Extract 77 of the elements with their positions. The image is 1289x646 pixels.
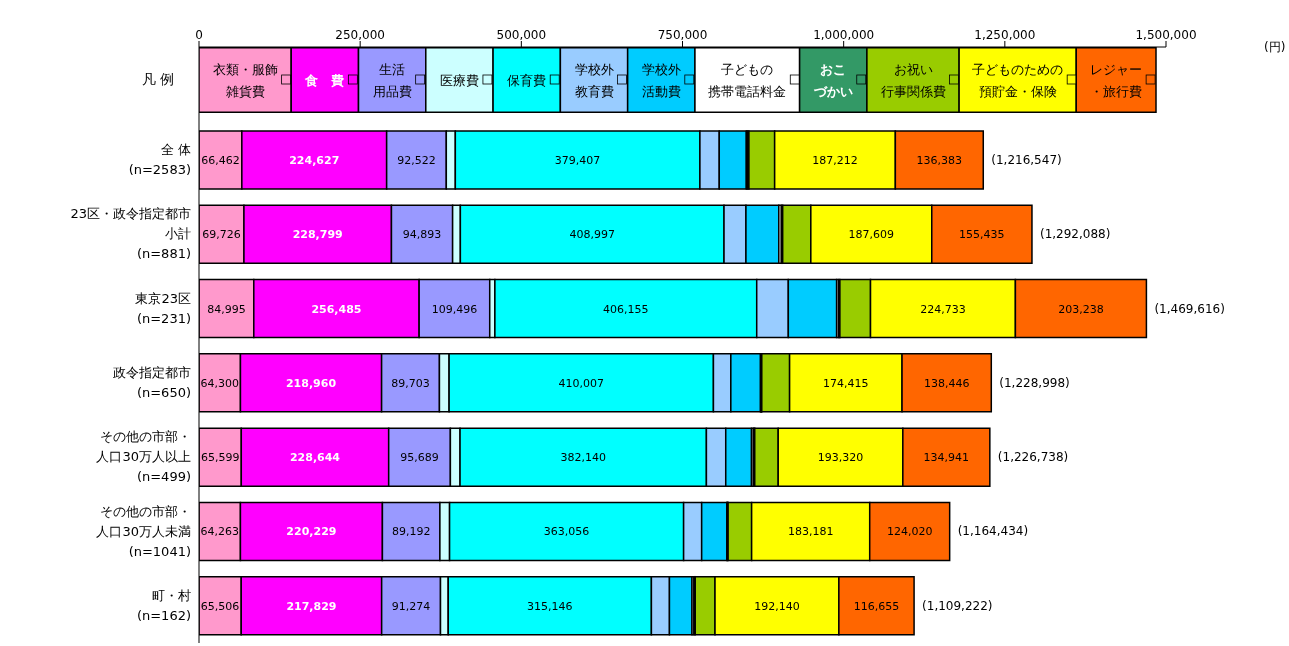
data-label: 203,238 (1058, 302, 1104, 316)
legend-label: 医療費 (439, 73, 479, 88)
data-label: 116,655 (853, 599, 900, 613)
y-tick-label: 町・村 (n=162) (136, 587, 191, 623)
data-label: 65,599 (200, 451, 240, 465)
data-label: 89,192 (391, 525, 431, 539)
data-label: 228,644 (289, 451, 341, 465)
data-label: 109,496 (431, 302, 478, 316)
y-tick-label: その他の市部・人口30万人以上 (n=499) (96, 429, 191, 485)
y-tick-label: 政令指定都市 (n=650) (113, 365, 191, 400)
data-label: 183,181 (787, 525, 834, 539)
x-tick-label: 250,000 (335, 28, 385, 42)
data-label: 363,056 (543, 525, 590, 539)
data-label: 192,140 (754, 599, 800, 613)
x-tick-label: 1,000,000 (813, 28, 875, 42)
legend-label: 食 費 (304, 73, 345, 88)
data-label: 134,941 (923, 451, 970, 465)
data-label: 64,300 (200, 376, 239, 390)
data-label: 124,020 (886, 525, 933, 539)
data-label: 382,140 (560, 451, 606, 465)
y-tick-label: 全 体 (n=2583) (128, 142, 191, 178)
data-label: 95,689 (400, 451, 439, 465)
data-label: 315,146 (527, 599, 573, 613)
data-label: 64,263 (200, 525, 239, 539)
data-label: 408,997 (569, 228, 615, 242)
y-tick-label: 東京23区 (n=231) (135, 290, 191, 326)
data-label: 136,383 (916, 154, 963, 167)
total-label: (1,164,434) (957, 524, 1029, 539)
data-label: 256,485 (311, 302, 362, 316)
legend-label: 衣類・服飾雑貨費 (212, 62, 278, 99)
data-label: 228,799 (292, 228, 343, 242)
data-label: 187,609 (848, 228, 895, 242)
data-label: 69,726 (202, 228, 241, 242)
data-label: 89,703 (391, 376, 430, 390)
total-label: (1,469,616) (1154, 301, 1225, 316)
total-label: (1,228,998) (999, 375, 1070, 390)
legend-label: 生活用品費 (372, 62, 412, 99)
total-label: (1,216,547) (991, 153, 1062, 167)
data-label: 218,960 (285, 376, 337, 390)
data-label: 138,446 (923, 376, 970, 390)
x-tick-label: 1,250,000 (974, 28, 1036, 42)
legend-label: 保育費 (507, 73, 547, 88)
data-label: 406,155 (603, 302, 649, 316)
data-label: 92,522 (397, 154, 436, 167)
data-label: 217,829 (286, 599, 337, 613)
text: (円) (1264, 39, 1286, 56)
data-label: 224,733 (920, 302, 966, 316)
data-label: 193,320 (817, 451, 864, 465)
data-label: 155,435 (959, 228, 1005, 242)
data-label: 91,274 (391, 599, 431, 613)
y-tick-label: その他の市部・人口30万人未満 (n=1041) (96, 503, 191, 559)
legend-label: 学校外活動費 (641, 62, 681, 99)
data-label: 187,212 (812, 154, 858, 167)
legend-label: レジャー・旅行費 (1090, 62, 1143, 99)
x-tick-label: 1,500,000 (1135, 28, 1197, 42)
data-label: 66,462 (201, 154, 240, 167)
data-label: 174,415 (823, 376, 869, 390)
total-label: (1,292,088) (1039, 227, 1111, 242)
legend-title: 凡 例 (140, 70, 174, 89)
data-label: 379,407 (554, 154, 601, 167)
legend-label: お祝い行事関係費 (880, 62, 946, 99)
legend-label: 学校外教育費 (574, 62, 614, 99)
x-tick-label: 0 (195, 28, 203, 42)
y-tick-label: 23区・政令指定都市小計 (n=881) (70, 206, 191, 262)
data-label: 84,995 (207, 302, 246, 316)
data-label: 65,506 (200, 599, 240, 613)
data-label: 224,627 (289, 154, 340, 167)
data-label: 220,229 (286, 525, 337, 539)
x-tick-label: 750,000 (657, 28, 708, 42)
legend-label: 子どものための預貯金・保険 (972, 62, 1064, 99)
total-label: (1,226,738) (997, 450, 1069, 465)
legend-label: おこづかい (812, 62, 853, 99)
legend-label: 子どもの携帯電話料金 (708, 62, 787, 99)
total-label: (1,109,222) (922, 598, 993, 613)
data-label: 410,007 (558, 376, 605, 390)
data-label: 94,893 (402, 228, 442, 242)
x-tick-label: 500,000 (496, 28, 547, 42)
